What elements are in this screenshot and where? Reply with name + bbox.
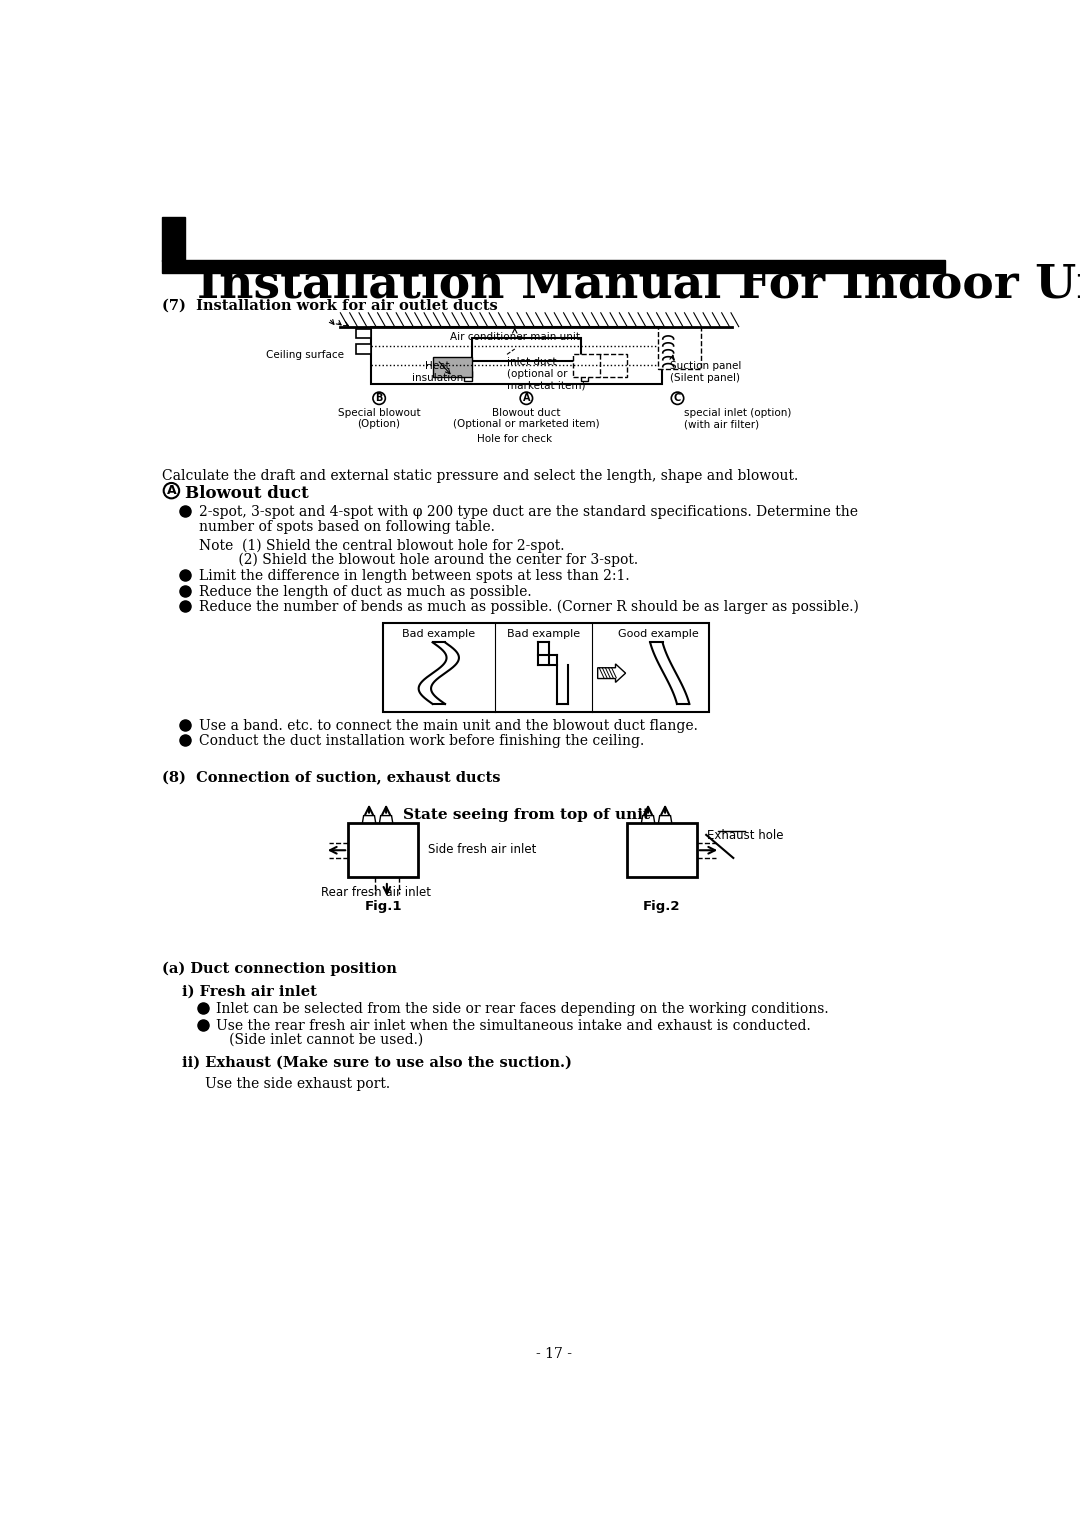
Text: A: A bbox=[523, 393, 530, 404]
Text: Bad example: Bad example bbox=[402, 629, 475, 639]
Text: Use a band. etc. to connect the main unit and the blowout duct flange.: Use a band. etc. to connect the main uni… bbox=[200, 718, 698, 732]
Text: Fig.1: Fig.1 bbox=[364, 901, 402, 913]
Text: - 17 -: - 17 - bbox=[536, 1346, 571, 1362]
Text: Blowout duct: Blowout duct bbox=[186, 485, 309, 502]
Text: Installation Manual For Indoor Unit: Installation Manual For Indoor Unit bbox=[197, 261, 1080, 307]
Bar bbox=[383, 623, 708, 712]
Polygon shape bbox=[643, 824, 653, 832]
Text: Use the side exhaust port.: Use the side exhaust port. bbox=[205, 1078, 390, 1091]
Text: i) Fresh air inlet: i) Fresh air inlet bbox=[181, 985, 316, 999]
Bar bbox=[356, 328, 372, 338]
Bar bbox=[662, 344, 676, 353]
Text: Note  (1) Shield the central blowout hole for 2-spot.: Note (1) Shield the central blowout hole… bbox=[200, 539, 565, 553]
Text: Good example: Good example bbox=[618, 629, 699, 639]
Polygon shape bbox=[379, 815, 393, 824]
Circle shape bbox=[672, 391, 684, 404]
Text: State seeing from top of unit: State seeing from top of unit bbox=[403, 807, 650, 821]
Text: Side fresh air inlet: Side fresh air inlet bbox=[428, 843, 537, 855]
Circle shape bbox=[373, 391, 386, 404]
Bar bbox=[662, 328, 676, 338]
Polygon shape bbox=[658, 815, 672, 824]
Text: B: B bbox=[376, 393, 382, 404]
Bar bbox=[581, 371, 589, 381]
Bar bbox=[433, 358, 472, 376]
Text: Conduct the duct installation work before finishing the ceiling.: Conduct the duct installation work befor… bbox=[200, 734, 645, 748]
Polygon shape bbox=[642, 815, 656, 824]
Text: number of spots based on following table.: number of spots based on following table… bbox=[200, 520, 496, 534]
Text: Use the rear fresh air inlet when the simultaneous intake and exhaust is conduct: Use the rear fresh air inlet when the si… bbox=[216, 1019, 811, 1033]
Text: Bad example: Bad example bbox=[507, 629, 580, 639]
Text: Heat
insulation: Heat insulation bbox=[411, 361, 463, 382]
Bar bbox=[627, 823, 697, 876]
Polygon shape bbox=[380, 824, 392, 832]
Circle shape bbox=[164, 484, 179, 499]
Bar bbox=[572, 353, 627, 376]
Text: Exhaust hole: Exhaust hole bbox=[707, 829, 783, 843]
Circle shape bbox=[521, 391, 532, 404]
Bar bbox=[372, 327, 662, 384]
Bar bbox=[356, 344, 372, 353]
Text: Inlet can be selected from the side or rear faces depending on the working condi: Inlet can be selected from the side or r… bbox=[216, 1002, 829, 1016]
Text: Special blowout
(Option): Special blowout (Option) bbox=[338, 407, 420, 430]
Text: Fig.2: Fig.2 bbox=[644, 901, 680, 913]
Text: Reduce the length of duct as much as possible.: Reduce the length of duct as much as pos… bbox=[200, 585, 532, 599]
Text: Reduce the number of bends as much as possible. (Corner R should be as larger as: Reduce the number of bends as much as po… bbox=[200, 600, 860, 614]
Text: Calculate the draft and external static pressure and select the length, shape an: Calculate the draft and external static … bbox=[162, 470, 798, 484]
Bar bbox=[472, 338, 581, 361]
Bar bbox=[348, 823, 418, 876]
Polygon shape bbox=[362, 815, 376, 824]
Text: (8)  Connection of suction, exhaust ducts: (8) Connection of suction, exhaust ducts bbox=[162, 771, 501, 784]
Bar bbox=[658, 327, 701, 368]
Text: (a) Duct connection position: (a) Duct connection position bbox=[162, 962, 397, 976]
Text: Blowout duct
(Optional or marketed item): Blowout duct (Optional or marketed item) bbox=[454, 407, 599, 430]
Text: (7)  Installation work for air outlet ducts: (7) Installation work for air outlet duc… bbox=[162, 298, 498, 312]
Text: inlet duct
(optional or
marketat item): inlet duct (optional or marketat item) bbox=[507, 358, 585, 390]
Bar bbox=[464, 371, 472, 381]
Text: (Side inlet cannot be used.): (Side inlet cannot be used.) bbox=[216, 1033, 423, 1047]
Text: special inlet (option)
(with air filter): special inlet (option) (with air filter) bbox=[684, 407, 791, 430]
Text: ii) Exhaust (Make sure to use also the suction.): ii) Exhaust (Make sure to use also the s… bbox=[181, 1056, 571, 1070]
Text: Air conditioner main unit: Air conditioner main unit bbox=[449, 332, 580, 342]
Polygon shape bbox=[364, 824, 375, 832]
Text: Limit the difference in length between spots at less than 2:1.: Limit the difference in length between s… bbox=[200, 569, 630, 583]
Text: Rear fresh air inlet: Rear fresh air inlet bbox=[321, 886, 431, 900]
Text: Ceiling surface: Ceiling surface bbox=[267, 350, 345, 359]
Text: 2-spot, 3-spot and 4-spot with φ 200 type duct are the standard specifications. : 2-spot, 3-spot and 4-spot with φ 200 typ… bbox=[200, 505, 859, 519]
Text: Suction panel
(Silent panel): Suction panel (Silent panel) bbox=[670, 361, 741, 382]
Text: (2) Shield the blowout hole around the center for 3-spot.: (2) Shield the blowout hole around the c… bbox=[200, 553, 638, 566]
Text: Hole for check: Hole for check bbox=[477, 434, 552, 445]
Text: C: C bbox=[674, 393, 681, 404]
Polygon shape bbox=[660, 824, 671, 832]
Text: A: A bbox=[166, 484, 176, 497]
Bar bbox=[162, 216, 186, 261]
Bar bbox=[162, 261, 945, 273]
Polygon shape bbox=[597, 665, 625, 683]
